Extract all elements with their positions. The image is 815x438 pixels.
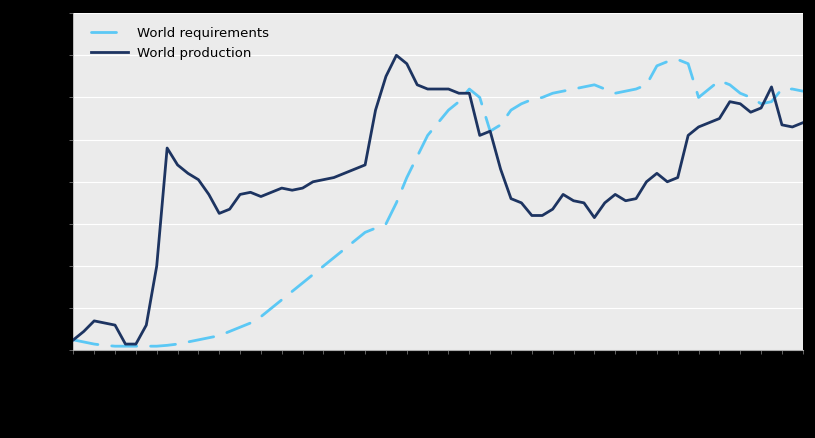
World requirements: [517, 101, 526, 106]
World requirements: [798, 88, 808, 94]
Legend: World requirements, World production: World requirements, World production: [91, 26, 269, 60]
World requirements: [673, 57, 683, 62]
World requirements: [746, 95, 756, 100]
World requirements: [90, 342, 99, 347]
World requirements: [68, 337, 78, 343]
World production: [183, 171, 193, 176]
Y-axis label: tU: tU: [19, 175, 33, 188]
World requirements: [183, 339, 193, 345]
World requirements: [777, 86, 786, 92]
World production: [746, 110, 756, 115]
Line: World production: World production: [73, 55, 803, 344]
World production: [527, 213, 537, 218]
World production: [121, 342, 130, 347]
World production: [777, 122, 786, 127]
World production: [798, 120, 808, 125]
World production: [443, 86, 453, 92]
World production: [391, 53, 401, 58]
World requirements: [434, 120, 443, 125]
World requirements: [110, 343, 120, 349]
Line: World requirements: World requirements: [73, 60, 803, 346]
World production: [68, 337, 78, 343]
World production: [90, 318, 99, 324]
